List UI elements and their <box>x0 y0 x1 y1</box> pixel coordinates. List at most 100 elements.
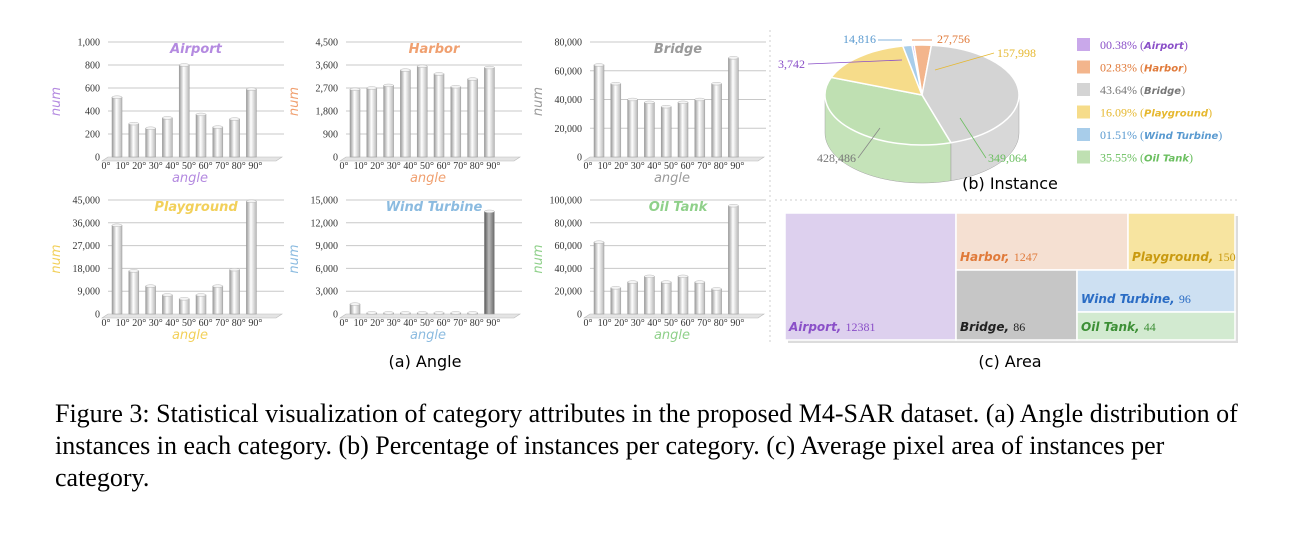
x-tick-label: 30° <box>387 318 401 329</box>
cell-rect <box>1127 212 1236 271</box>
pie-count-label: 349,064 <box>988 151 1027 165</box>
instance-panel-label: (b) Instance <box>962 174 1058 193</box>
leader-line <box>934 52 995 71</box>
legend-swatch <box>1077 38 1090 51</box>
x-axis-label: angle <box>654 328 690 343</box>
chart-title: Bridge <box>654 42 702 57</box>
y-tick-label: 36,000 <box>73 218 101 229</box>
bar-cap <box>484 209 495 213</box>
cell-label: Airport, 12381 <box>788 320 876 334</box>
y-tick-label: 12,000 <box>311 218 339 229</box>
bar-cap <box>417 311 428 315</box>
y-tick-label: 45,000 <box>73 196 101 207</box>
y-tick-label: 900 <box>323 130 338 141</box>
y-tick-label: 2,700 <box>316 84 339 95</box>
y-tick-label: 3,000 <box>316 287 339 298</box>
leader-line <box>807 59 903 65</box>
bar-cap <box>195 293 207 297</box>
bar-cap <box>128 269 140 273</box>
x-tick-label: 80° <box>470 318 484 329</box>
y-tick-label: 6,000 <box>316 264 339 275</box>
legend-item-bridge: 43.64% (Bridge) <box>1077 83 1185 97</box>
bar-cap <box>145 284 156 288</box>
bar-cap <box>711 287 722 291</box>
bar <box>111 96 123 158</box>
y-tick-label: 0 <box>577 310 582 321</box>
bar <box>212 126 224 158</box>
bar <box>610 83 622 158</box>
bar <box>450 86 462 158</box>
figure-caption: Figure 3: Statistical visualization of c… <box>55 399 1238 492</box>
angle-chart-wind-turbine: 0 3,000 6,000 9,000 12,000 15,000 0° 10° 20° 30° 4… <box>287 196 522 343</box>
area-treemap: Airport, 12381 Harbor, 1247 Playground, 15… <box>784 212 1238 343</box>
pie-count-label: 27,756 <box>937 32 970 46</box>
cell-rect <box>784 212 957 341</box>
bar-cap <box>627 97 638 102</box>
bar-cap <box>178 63 190 67</box>
x-tick-label: 70° <box>697 161 711 172</box>
bar-cap <box>349 302 361 306</box>
angle-chart-bridge: 0 20,000 40,000 60,000 80,000 0° 10° 20° 30° 40° 5… <box>531 38 766 186</box>
legend-item-airport: 00.38% (Airport) <box>1077 38 1188 52</box>
bar-cap <box>246 199 257 203</box>
x-axis-label: angle <box>410 328 446 343</box>
y-axis-label: num <box>287 87 302 116</box>
treemap-cell-bridge: Bridge, 86 <box>955 269 1080 343</box>
bar-cap <box>728 204 739 208</box>
y-tick-label: 40,000 <box>555 264 583 275</box>
bar <box>711 83 722 158</box>
chart-title: Oil Tank <box>649 200 709 215</box>
x-tick-label: 20° <box>132 318 146 329</box>
x-tick-label: 90° <box>486 161 500 172</box>
x-tick-label: 50° <box>182 318 196 329</box>
bar-cap <box>162 116 173 120</box>
bar <box>229 269 240 315</box>
pie-slice-oil-tank <box>824 76 953 146</box>
bar-cap <box>484 65 495 70</box>
y-axis-label: num <box>49 87 64 116</box>
y-tick-label: 0 <box>95 310 100 321</box>
y-tick-label: 1,800 <box>316 107 339 118</box>
cell-label: Wind Turbine, 96 <box>1081 292 1191 306</box>
bar-cap <box>661 280 672 284</box>
area-panel-label: (c) Area <box>978 352 1041 371</box>
x-tick-label: 10° <box>116 161 130 172</box>
x-tick-label: 40° <box>165 161 179 172</box>
bar <box>644 102 655 158</box>
pie-slice-playground <box>829 45 924 96</box>
bar <box>593 64 605 158</box>
x-tick-label: 90° <box>730 318 744 329</box>
x-tick-label: 0° <box>340 161 349 172</box>
cell-label: Playground, 150 <box>1132 250 1236 264</box>
pie-slice-wind-turbine <box>901 44 923 96</box>
pie-count-label: 14,816 <box>843 32 876 46</box>
bar-cap <box>450 311 461 315</box>
y-tick-label: 0 <box>95 153 100 164</box>
x-tick-label: 50° <box>420 318 434 329</box>
cell-rect <box>1076 269 1236 313</box>
legend-label: 02.83% (Harbor) <box>1100 61 1187 75</box>
bar-cap <box>145 126 156 130</box>
bar <box>627 281 638 315</box>
bar <box>467 78 478 158</box>
bar-cap <box>229 117 240 121</box>
instance-pie-chart: 3,742 14,816 27,756 157,998 428,486 349,064 00… <box>778 32 1222 184</box>
treemap-cell-oil-tank: Oil Tank, 44 <box>1076 311 1238 343</box>
bar-cap <box>610 82 621 86</box>
x-tick-label: 50° <box>182 161 196 172</box>
pie-count-label: 3,742 <box>778 57 805 71</box>
treemap-cell-wind-turbine: Wind Turbine, 96 <box>1076 269 1238 315</box>
bar-cap <box>212 284 224 288</box>
y-tick-label: 60,000 <box>555 241 583 252</box>
x-tick-label: 70° <box>697 318 711 329</box>
angle-chart-harbor: 0 900 1,800 2,700 3,600 4,500 0° 10° 20° 30° 40° 50… <box>287 38 522 186</box>
bar-cap <box>694 97 705 102</box>
x-axis-label: angle <box>172 328 208 343</box>
pie-slice-bridge <box>921 44 1020 144</box>
x-tick-label: 40° <box>647 318 661 329</box>
x-tick-label: 60° <box>681 161 695 172</box>
bar <box>610 287 622 315</box>
bar-cap <box>433 72 445 76</box>
x-tick-label: 60° <box>199 318 213 329</box>
